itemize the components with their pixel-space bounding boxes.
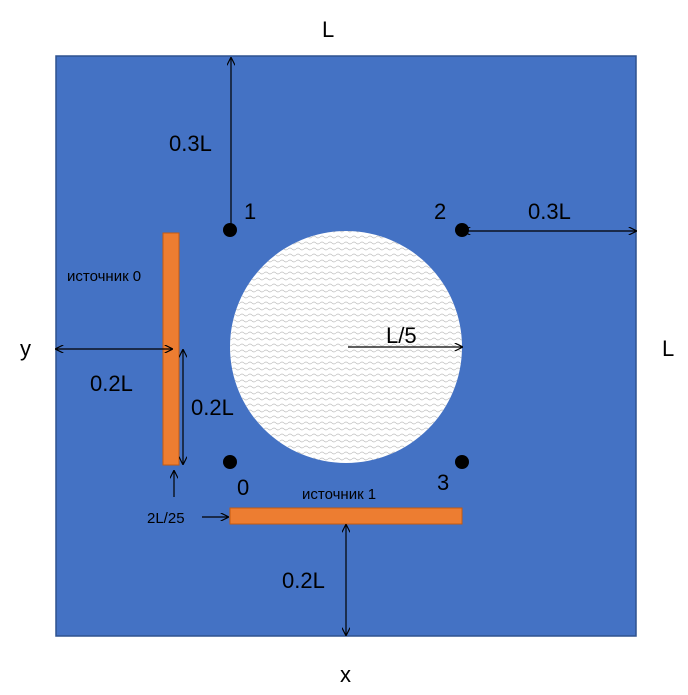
x-axis-label: x — [340, 662, 351, 687]
thickness-label: 2L/25 — [147, 510, 185, 527]
source-0-label: источник 0 — [67, 268, 141, 285]
dim-left-label: 0.2L — [90, 371, 133, 396]
y-axis-label: y — [20, 336, 31, 361]
point-2 — [455, 223, 469, 237]
top-side-label: L — [322, 17, 334, 42]
dim-top-label: 0.3L — [169, 131, 212, 156]
point-0-label: 0 — [237, 475, 249, 500]
point-1 — [223, 223, 237, 237]
point-3-label: 3 — [437, 470, 449, 495]
dim-right-label: 0.3L — [528, 199, 571, 224]
point-2-label: 2 — [434, 199, 446, 224]
point-1-label: 1 — [244, 199, 256, 224]
point-3 — [455, 455, 469, 469]
dim-source-height-label: 0.2L — [191, 395, 234, 420]
source-1-label: источник 1 — [302, 486, 376, 503]
radius-label: L/5 — [386, 323, 417, 348]
right-side-label: L — [662, 336, 674, 361]
point-0 — [223, 455, 237, 469]
source-1-bar — [229, 507, 463, 525]
circular-hole-texture — [230, 231, 462, 463]
dim-bottom-label: 0.2L — [282, 568, 325, 593]
